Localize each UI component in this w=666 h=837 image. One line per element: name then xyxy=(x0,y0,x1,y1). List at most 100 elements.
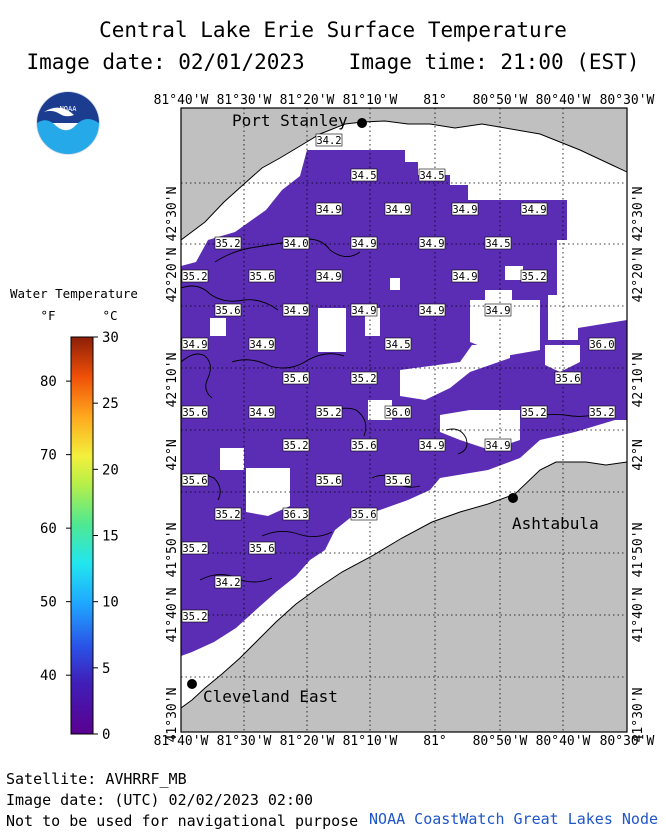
c-tick-label: 10 xyxy=(102,595,119,611)
svg-text:34.9: 34.9 xyxy=(316,204,341,216)
svg-text:34.5: 34.5 xyxy=(419,170,444,182)
lat-label-left: 42°N xyxy=(165,439,180,470)
navigation-disclaimer: Not to be used for navigational purpose xyxy=(6,812,359,830)
temperature-label: 35.6 xyxy=(315,473,343,487)
svg-text:36.0: 36.0 xyxy=(589,339,614,351)
lon-label-bottom: 81°40'W xyxy=(154,734,209,749)
svg-text:35.6: 35.6 xyxy=(182,475,207,487)
lon-label-top: 81°30'W xyxy=(217,93,272,108)
city-marker: Ashtabula xyxy=(508,493,599,533)
svg-text:34.9: 34.9 xyxy=(521,204,546,216)
f-tick-label: 80 xyxy=(40,374,57,390)
temperature-label: 34.9 xyxy=(248,405,276,419)
temperature-label: 34.9 xyxy=(418,303,446,317)
svg-text:36.3: 36.3 xyxy=(283,509,308,521)
temperature-label: 34.9 xyxy=(484,438,512,452)
logo-text: NOAA xyxy=(60,105,78,113)
temperature-label: 34.9 xyxy=(350,303,378,317)
temperature-label: 35.2 xyxy=(282,438,310,452)
svg-text:34.5: 34.5 xyxy=(351,170,376,182)
temperature-label: 35.2 xyxy=(181,609,209,623)
svg-text:34.9: 34.9 xyxy=(452,271,477,283)
svg-text:34.9: 34.9 xyxy=(182,339,207,351)
lon-label-top: 81°10'W xyxy=(343,93,398,108)
svg-text:34.9: 34.9 xyxy=(452,204,477,216)
legend-unit-c: °C xyxy=(102,308,117,323)
lat-label-left: 41°40'N xyxy=(165,588,180,643)
temperature-label: 35.2 xyxy=(350,371,378,385)
temperature-label: 35.6 xyxy=(554,371,582,385)
graticule xyxy=(181,108,627,732)
f-tick-label: 70 xyxy=(40,448,57,464)
land-usa xyxy=(181,461,627,732)
temperature-label: 36.0 xyxy=(588,337,616,351)
lat-label-left: 42°20'N xyxy=(165,248,180,303)
svg-text:35.6: 35.6 xyxy=(351,509,376,521)
svg-text:35.2: 35.2 xyxy=(351,373,376,385)
svg-text:34.9: 34.9 xyxy=(419,305,444,317)
svg-text:35.2: 35.2 xyxy=(215,509,240,521)
c-tick-label: 20 xyxy=(102,462,119,478)
temperature-label: 34.9 xyxy=(451,269,479,283)
credit-link[interactable]: NOAA CoastWatch Great Lakes Node xyxy=(369,810,658,828)
svg-text:34.9: 34.9 xyxy=(249,339,274,351)
city-marker: Port Stanley xyxy=(232,111,367,130)
lon-label-bottom: 81°10'W xyxy=(343,734,398,749)
svg-text:34.2: 34.2 xyxy=(215,577,240,589)
svg-text:35.6: 35.6 xyxy=(555,373,580,385)
svg-text:35.6: 35.6 xyxy=(249,271,274,283)
legend-title: Water Temperature xyxy=(10,286,138,301)
temperature-label: 34.0 xyxy=(282,236,310,250)
temperature-label: 35.2 xyxy=(214,236,242,250)
svg-text:35.2: 35.2 xyxy=(182,543,207,555)
image-time: Image time: 21:00 (EST) xyxy=(348,50,640,74)
f-tick-label: 60 xyxy=(40,521,57,537)
temperature-label: 35.2 xyxy=(181,269,209,283)
svg-text:35.2: 35.2 xyxy=(283,440,308,452)
temperature-label: 35.6 xyxy=(384,473,412,487)
temperature-label: 34.5 xyxy=(384,337,412,351)
map-area xyxy=(181,108,627,732)
temperature-label: 34.9 xyxy=(248,337,276,351)
svg-text:35.2: 35.2 xyxy=(521,407,546,419)
temperature-label: 36.3 xyxy=(282,507,310,521)
svg-text:35.2: 35.2 xyxy=(521,271,546,283)
utc-image-date: Image date: (UTC) 02/02/2023 02:00 xyxy=(6,791,314,809)
svg-text:34.9: 34.9 xyxy=(283,305,308,317)
city-label: Port Stanley xyxy=(232,111,348,130)
temperature-label: 35.2 xyxy=(520,405,548,419)
f-tick-label: 50 xyxy=(40,595,57,611)
svg-text:35.6: 35.6 xyxy=(351,440,376,452)
temperature-label: 35.6 xyxy=(181,405,209,419)
noaa-logo-icon: NOAA xyxy=(36,91,100,155)
temperature-label: 35.2 xyxy=(315,405,343,419)
lat-label-left: 42°10'N xyxy=(165,353,180,408)
satellite-name: Satellite: AVHRRF_MB xyxy=(6,770,187,788)
f-tick-label: 40 xyxy=(40,668,57,684)
temperature-label: 35.6 xyxy=(282,371,310,385)
temperature-label: 35.2 xyxy=(520,269,548,283)
temperature-label: 34.9 xyxy=(181,337,209,351)
temperature-label: 34.5 xyxy=(484,236,512,250)
svg-text:34.9: 34.9 xyxy=(351,305,376,317)
svg-text:35.2: 35.2 xyxy=(182,611,207,623)
svg-text:34.5: 34.5 xyxy=(385,339,410,351)
temperature-label: 35.6 xyxy=(214,303,242,317)
svg-text:34.9: 34.9 xyxy=(419,440,444,452)
temperature-label: 34.9 xyxy=(315,269,343,283)
svg-text:35.6: 35.6 xyxy=(385,475,410,487)
svg-text:35.2: 35.2 xyxy=(215,238,240,250)
c-tick-label: 30 xyxy=(102,330,119,346)
map-title: Central Lake Erie Surface Temperature xyxy=(99,18,567,42)
map-frame xyxy=(180,107,628,733)
lat-label-right: 42°20'N xyxy=(631,248,646,303)
temperature-label: 34.9 xyxy=(484,303,512,317)
svg-text:35.2: 35.2 xyxy=(589,407,614,419)
svg-text:36.0: 36.0 xyxy=(385,407,410,419)
lon-label-top: 80°50'W xyxy=(473,93,528,108)
temperature-label: 34.9 xyxy=(418,438,446,452)
lon-label-top: 80°30'W xyxy=(600,93,655,108)
lon-label-top: 80°40'W xyxy=(536,93,591,108)
temperature-label: 34.2 xyxy=(315,133,343,147)
temperature-label: 35.6 xyxy=(248,541,276,555)
